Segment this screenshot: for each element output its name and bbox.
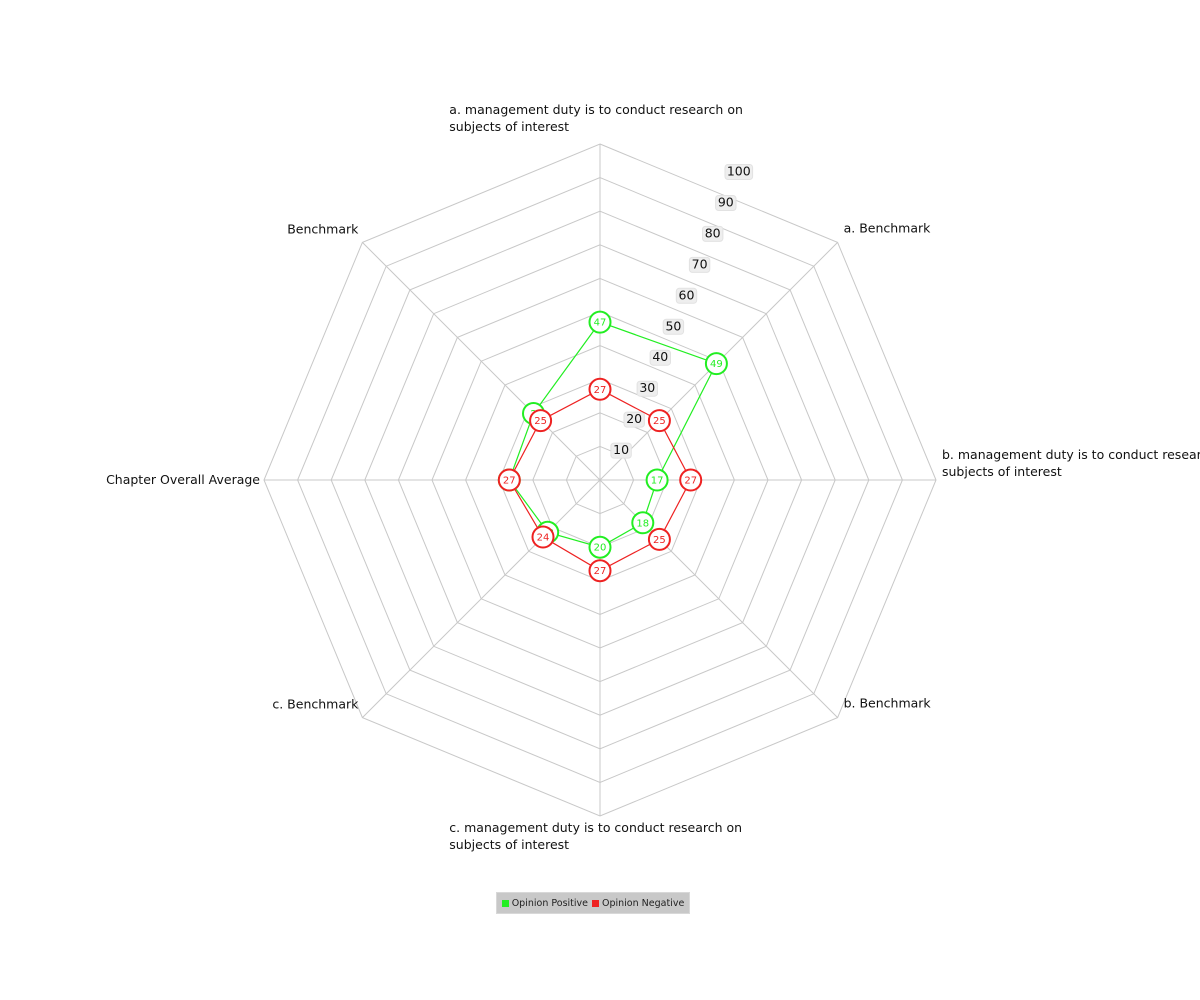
legend-swatch-positive (501, 899, 509, 907)
legend-label-negative: Opinion Negative (602, 897, 685, 909)
data-point[interactable] (529, 409, 553, 433)
data-point[interactable] (647, 527, 671, 551)
tick-label: 90 (718, 195, 734, 210)
tick-label: 50 (665, 318, 681, 333)
tick-label-bg (675, 287, 698, 304)
data-label: 27 (594, 566, 607, 577)
axis-labels: a. management duty is to conduct researc… (106, 102, 1200, 852)
data-point[interactable] (645, 468, 669, 492)
data-point[interactable] (588, 377, 612, 401)
data-label: 49 (710, 359, 723, 370)
data-label: 25 (534, 416, 547, 427)
legend-swatch-negative (592, 899, 599, 907)
data-label: 27 (594, 385, 607, 396)
tick-label-bg (636, 380, 658, 397)
data-label: 27 (684, 476, 697, 487)
tick-label: 70 (692, 256, 708, 271)
data-point[interactable] (531, 525, 555, 549)
data-point[interactable] (497, 468, 521, 492)
data-label: 25 (653, 535, 666, 546)
data-label: 24 (537, 533, 550, 544)
tick-label-bg (688, 256, 711, 273)
legend-item-negative: Opinion Negative (592, 898, 684, 909)
radar-spokes (264, 144, 936, 816)
tick-label-bg (724, 164, 754, 180)
data-label: 25 (653, 416, 666, 427)
tick-label: 60 (679, 287, 695, 302)
tick-label-bg (662, 318, 685, 335)
tick-label: 20 (626, 411, 642, 426)
axis-label: c. Benchmark (272, 697, 359, 712)
data-label: 17 (651, 476, 664, 487)
tick-label-bg (702, 225, 724, 242)
axis-label: Chapter Overall Average (106, 472, 260, 487)
axis-label: a. Benchmark (844, 220, 932, 235)
data-point[interactable] (679, 468, 703, 492)
tick-label-bg (623, 411, 645, 428)
tick-label-bg (649, 349, 671, 366)
data-label: 27 (503, 476, 516, 487)
legend-label-positive: Opinion Positive (511, 897, 588, 909)
data-point[interactable] (588, 559, 612, 583)
data-point[interactable] (631, 511, 655, 535)
tick-label: 40 (652, 349, 668, 364)
tick-label: 100 (727, 164, 751, 179)
data-point[interactable] (588, 535, 612, 559)
tick-label-bg (715, 195, 737, 211)
axis-spoke (362, 479, 601, 718)
data-point[interactable] (647, 409, 671, 433)
data-label: 20 (594, 543, 607, 554)
tick-label-bg (610, 442, 632, 459)
axis-label: b. management duty is to conduct researc… (942, 447, 1200, 479)
axis-spoke (362, 242, 601, 481)
data-label: 18 (636, 518, 649, 529)
series-line (508, 321, 718, 548)
tick-label: 80 (705, 225, 721, 240)
legend: Opinion Positive Opinion Negative (496, 892, 690, 914)
axis-label: Benchmark (287, 221, 359, 236)
series-opinion-negative: 27 25 27 25 27 24 27 25 (497, 377, 703, 583)
axis-label: a. management duty is to conduct researc… (449, 102, 743, 134)
data-point[interactable] (588, 310, 612, 334)
series-group: 4749171820222722725272527242725 (497, 310, 728, 583)
legend-item-positive: Opinion Positive (501, 897, 588, 909)
data-label: 47 (594, 318, 607, 329)
axis-label: b. Benchmark (844, 696, 932, 711)
tick-label: 10 (613, 442, 629, 457)
tick-label: 30 (639, 380, 655, 395)
radial-tick-labels: 10 20 30 40 50 60 70 80 90 100 (610, 164, 754, 459)
axis-label: c. management duty is to conduct researc… (449, 820, 742, 852)
data-point[interactable] (704, 352, 728, 376)
